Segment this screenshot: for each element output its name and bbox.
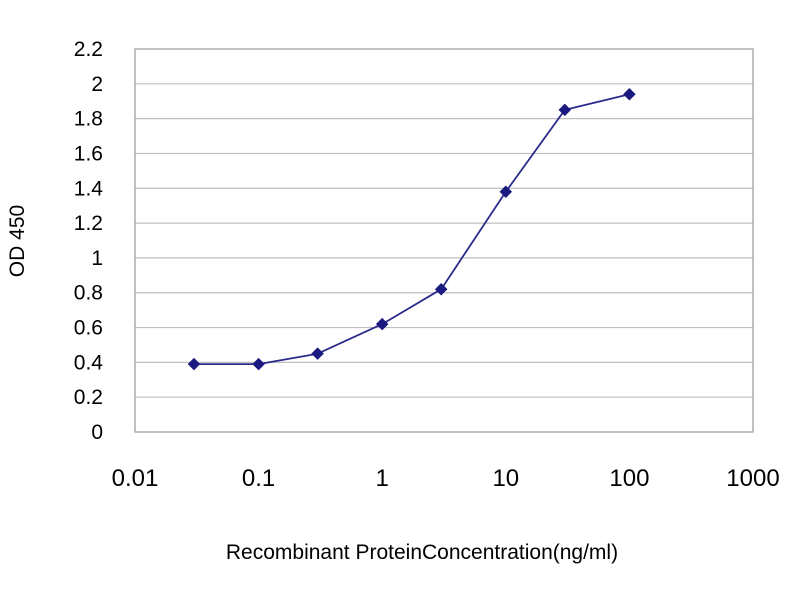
plot-frame xyxy=(134,48,754,433)
x-tick-label: 0.01 xyxy=(112,465,159,492)
x-tick-label: 1 xyxy=(376,465,389,492)
data-point xyxy=(311,347,324,361)
data-point xyxy=(187,357,201,371)
grid-layer xyxy=(135,83,753,398)
data-point xyxy=(375,317,389,331)
y-tick-label: 2.2 xyxy=(74,38,103,61)
data-point xyxy=(499,185,513,199)
y-tick-labels: 0 0.2 0.4 0.6 0.8 1 1.2 1.4 1.6 1.8 2 2.2 xyxy=(74,38,104,444)
y-tick-label: 0.2 xyxy=(74,386,103,409)
x-tick-label: 10 xyxy=(492,465,519,492)
x-tick-label: 1000 xyxy=(726,465,779,492)
y-tick-label: 1.2 xyxy=(74,212,103,235)
x-tick-labels: 0.01 0.1 1 10 100 1000 xyxy=(112,465,780,492)
data-point xyxy=(623,87,636,101)
y-tick-label: 0 xyxy=(91,421,103,444)
data-point xyxy=(252,357,265,371)
data-point xyxy=(434,282,448,296)
y-tick-label: 1.4 xyxy=(74,177,104,200)
x-axis-label: Recombinant ProteinConcentration(ng/ml) xyxy=(226,541,618,564)
y-tick-label: 0.8 xyxy=(74,282,103,305)
y-tick-label: 0.6 xyxy=(74,317,103,340)
series-line xyxy=(194,93,630,366)
y-tick-label: 0.4 xyxy=(74,351,104,374)
y-tick-label: 2 xyxy=(91,73,103,96)
y-tick-label: 1.8 xyxy=(74,108,103,131)
data-point xyxy=(558,103,572,117)
y-tick-label: 1.6 xyxy=(74,142,103,165)
y-tick-label: 1 xyxy=(91,247,103,270)
x-tick-label: 0.1 xyxy=(242,465,275,492)
x-tick-label: 100 xyxy=(609,465,649,492)
series-layer xyxy=(187,87,636,371)
y-axis-label: OD 450 xyxy=(6,205,29,277)
